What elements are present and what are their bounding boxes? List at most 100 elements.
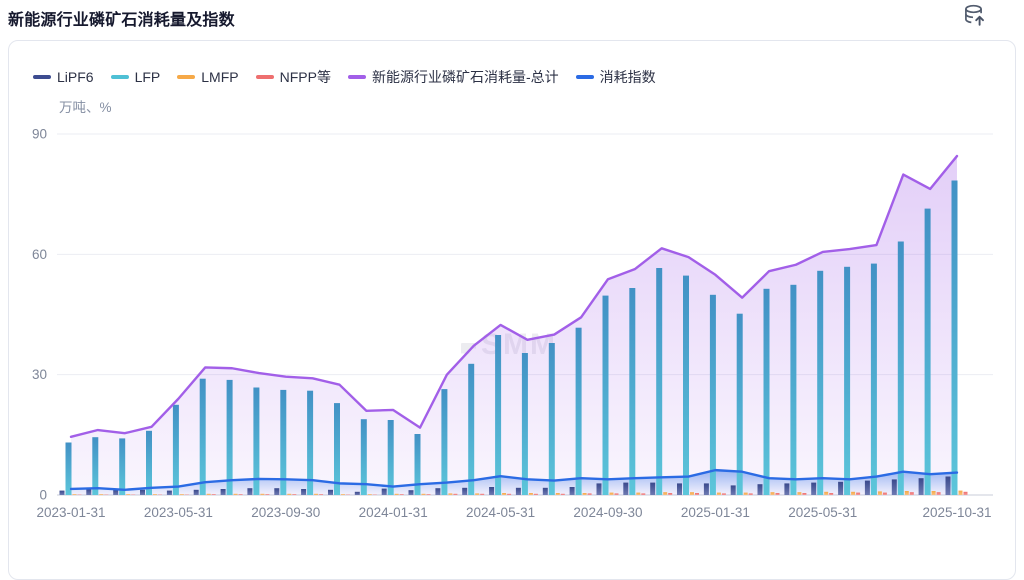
x-axis-tick: 2023-05-31 (144, 505, 213, 520)
bar (710, 295, 716, 495)
bar (758, 484, 763, 495)
bar (341, 494, 345, 495)
bar (556, 493, 560, 495)
bar (802, 493, 806, 495)
bar (227, 380, 233, 495)
x-axis-tick: 2024-09-30 (573, 505, 642, 520)
bar (140, 490, 145, 495)
bar (856, 493, 860, 495)
legend-item-LMFP[interactable]: LMFP (177, 69, 238, 85)
bar (964, 492, 968, 495)
x-axis-tick: 2023-09-30 (251, 505, 320, 520)
bar (194, 490, 199, 495)
y-axis-unit: 万吨、% (59, 100, 112, 115)
legend-swatch (177, 75, 195, 79)
bar (583, 493, 587, 495)
bar (543, 488, 548, 495)
bar (287, 494, 291, 495)
bar (829, 493, 833, 495)
bar (480, 494, 484, 495)
legend-label: 新能源行业磷矿石消耗量-总计 (372, 67, 559, 87)
bar (570, 487, 575, 495)
bar (892, 479, 897, 495)
bar (932, 491, 936, 495)
bar (328, 490, 333, 495)
y-axis-tick: 30 (32, 367, 47, 382)
bar (212, 494, 216, 495)
bar (113, 490, 118, 495)
bar (919, 478, 924, 495)
x-axis-tick: 2023-01-31 (36, 505, 105, 520)
bar (435, 488, 440, 495)
bar (529, 493, 533, 495)
bar (817, 271, 823, 495)
bar (629, 288, 635, 495)
legend-swatch (111, 75, 129, 79)
bar (946, 477, 951, 496)
bar (656, 268, 662, 495)
bar (415, 434, 421, 495)
bar (146, 431, 152, 495)
y-axis-tick: 0 (39, 488, 47, 503)
bar (784, 483, 789, 495)
legend-item-NFPP等[interactable]: NFPP等 (256, 67, 331, 87)
chart-canvas: 0 30 60 90 万吨、% 2023-01-31 2023-05-31 2023-09-3… (9, 96, 1015, 536)
legend-item-LiPF6[interactable]: LiPF6 (33, 69, 94, 85)
bar (388, 420, 394, 495)
bar (695, 493, 699, 495)
bar (959, 491, 963, 495)
bar (234, 494, 238, 495)
bar (683, 276, 689, 495)
bar (119, 438, 125, 495)
bar (910, 492, 914, 495)
bar (200, 379, 206, 495)
bar (865, 481, 870, 495)
bar (265, 494, 269, 495)
bar (871, 264, 877, 495)
bar (495, 335, 501, 495)
y-axis-tick: 90 (32, 127, 47, 142)
bar (905, 491, 909, 495)
bar (663, 492, 667, 495)
x-axis-tick: 2025-01-31 (681, 505, 750, 520)
bar (453, 494, 457, 495)
bar (731, 485, 736, 495)
bar (247, 488, 252, 495)
bar (878, 491, 882, 495)
bar (534, 494, 538, 495)
page-title: 新能源行业磷矿石消耗量及指数 (8, 6, 235, 30)
bar (301, 489, 306, 495)
x-axis-tick: 2024-01-31 (359, 505, 428, 520)
bar (650, 483, 655, 495)
bar (516, 488, 521, 495)
legend-swatch (33, 75, 51, 79)
legend-item-新能源行业磷矿石消耗量-总计[interactable]: 新能源行业磷矿石消耗量-总计 (348, 67, 559, 87)
bar (623, 483, 628, 495)
bar (797, 492, 801, 495)
bar (475, 493, 479, 495)
bar (851, 492, 855, 495)
bar (898, 242, 904, 496)
bar (427, 494, 431, 495)
legend-swatch (256, 75, 274, 79)
legend-item-LFP[interactable]: LFP (111, 69, 161, 85)
database-export-icon[interactable] (963, 3, 987, 29)
bar (126, 494, 130, 495)
bar (395, 494, 399, 495)
bar (641, 493, 645, 495)
bar (73, 494, 77, 495)
bar (771, 492, 775, 495)
bar (737, 314, 743, 495)
y-axis-tick: 60 (32, 247, 47, 262)
bar (937, 492, 941, 495)
bar (400, 494, 404, 495)
bar (668, 493, 672, 495)
bar (292, 494, 296, 495)
bar (824, 492, 828, 495)
bar (153, 494, 157, 495)
bar (636, 493, 640, 495)
bar (844, 267, 850, 495)
legend-item-消耗指数[interactable]: 消耗指数 (576, 67, 656, 87)
bar (422, 494, 426, 495)
